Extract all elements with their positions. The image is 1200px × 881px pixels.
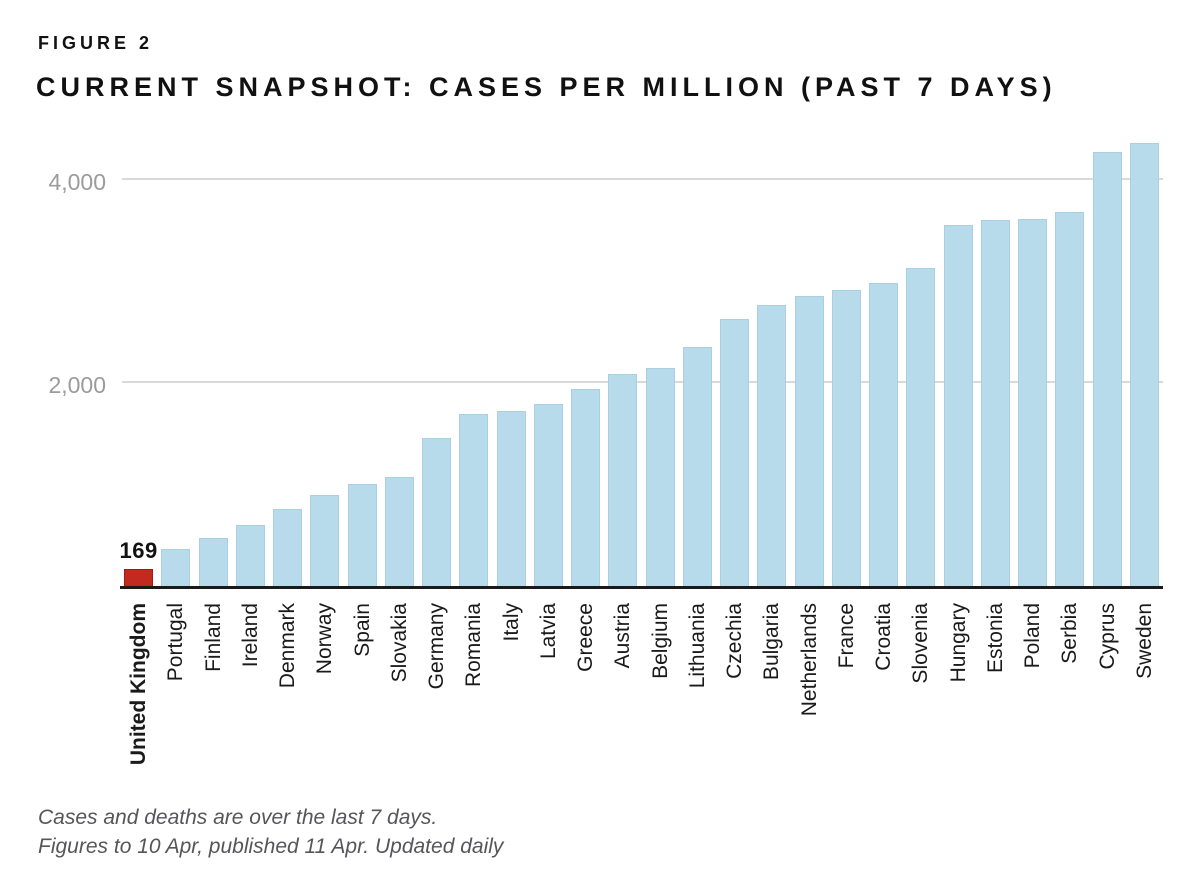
bar-cyprus — [1092, 151, 1122, 586]
bar-ireland — [235, 524, 265, 586]
x-label-slovakia: Slovakia — [387, 603, 411, 683]
bar-portugal — [161, 548, 191, 586]
bars: 169 — [120, 131, 1163, 586]
bar-romania — [459, 414, 489, 586]
footnote: Cases and deaths are over the last 7 day… — [38, 803, 503, 861]
gridline-2000 — [122, 381, 1163, 384]
bar-italy — [496, 410, 526, 586]
x-label-czechia: Czechia — [723, 603, 747, 679]
x-label-austria: Austria — [611, 603, 635, 669]
x-label-norway: Norway — [313, 603, 337, 675]
x-label-portugal: Portugal — [164, 603, 188, 682]
x-label-spain: Spain — [350, 603, 374, 657]
x-label-greece: Greece — [574, 603, 598, 672]
bar-slovenia — [906, 267, 936, 586]
bar-spain — [347, 483, 377, 586]
bar-france — [831, 289, 861, 586]
footnote-line-2: Figures to 10 Apr, published 11 Apr. Upd… — [38, 835, 504, 858]
gridlines — [120, 131, 1163, 586]
x-label-sweden: Sweden — [1132, 603, 1156, 679]
bar-croatia — [869, 282, 899, 586]
plot-area: 169 — [120, 131, 1163, 589]
x-label-france: France — [834, 603, 858, 669]
x-label-denmark: Denmark — [276, 603, 300, 689]
bar-belgium — [645, 367, 675, 586]
x-label-croatia: Croatia — [872, 603, 896, 671]
bar-finland — [198, 537, 228, 586]
bar-hungary — [943, 224, 973, 586]
x-label-cyprus: Cyprus — [1095, 603, 1119, 670]
x-label-united-kingdom: United Kingdom — [127, 603, 151, 766]
bar-value-label: 169 — [119, 537, 158, 563]
x-label-estonia: Estonia — [983, 603, 1007, 674]
bar-germany — [422, 437, 452, 586]
x-label-italy: Italy — [499, 603, 523, 642]
x-label-netherlands: Netherlands — [797, 603, 821, 717]
bar-sweden — [1129, 142, 1159, 586]
bar-lithuania — [682, 346, 712, 586]
bar-netherlands — [794, 295, 824, 586]
x-label-lithuania: Lithuania — [685, 603, 709, 689]
x-label-hungary: Hungary — [946, 603, 970, 683]
x-label-finland: Finland — [201, 603, 225, 672]
x-label-latvia: Latvia — [536, 603, 560, 660]
x-label-belgium: Belgium — [648, 603, 672, 679]
y-tick-label-4000: 4,000 — [48, 168, 106, 195]
bar-slovakia — [384, 476, 414, 586]
bar-serbia — [1055, 211, 1085, 586]
bar-austria — [608, 373, 638, 586]
bar-denmark — [273, 508, 303, 586]
bar-norway — [310, 494, 340, 586]
x-label-serbia: Serbia — [1058, 603, 1082, 664]
x-label-ireland: Ireland — [238, 603, 262, 668]
x-axis-labels: United Kingdom Portugal Finland Ireland Denm… — [120, 603, 1163, 815]
footnote-line-1: Cases and deaths are over the last 7 day… — [38, 806, 438, 829]
bar-greece — [571, 389, 601, 586]
bar-bulgaria — [757, 305, 787, 586]
bar-poland — [1018, 218, 1048, 586]
x-label-poland: Poland — [1021, 603, 1045, 669]
x-label-bulgaria: Bulgaria — [760, 603, 784, 681]
y-tick-label-2000: 2,000 — [48, 372, 106, 399]
x-label-germany: Germany — [425, 603, 449, 690]
bar-estonia — [980, 219, 1010, 586]
x-label-slovenia: Slovenia — [909, 603, 933, 684]
gridline-4000 — [122, 177, 1163, 180]
bar-united-kingdom: 169 — [120, 538, 157, 586]
bar-czechia — [720, 318, 750, 586]
chart-title: CURRENT SNAPSHOT: CASES PER MILLION (PAS… — [36, 72, 1057, 102]
x-label-romania: Romania — [462, 603, 486, 688]
bar-latvia — [533, 403, 563, 586]
figure-label: FIGURE 2 — [38, 33, 154, 53]
